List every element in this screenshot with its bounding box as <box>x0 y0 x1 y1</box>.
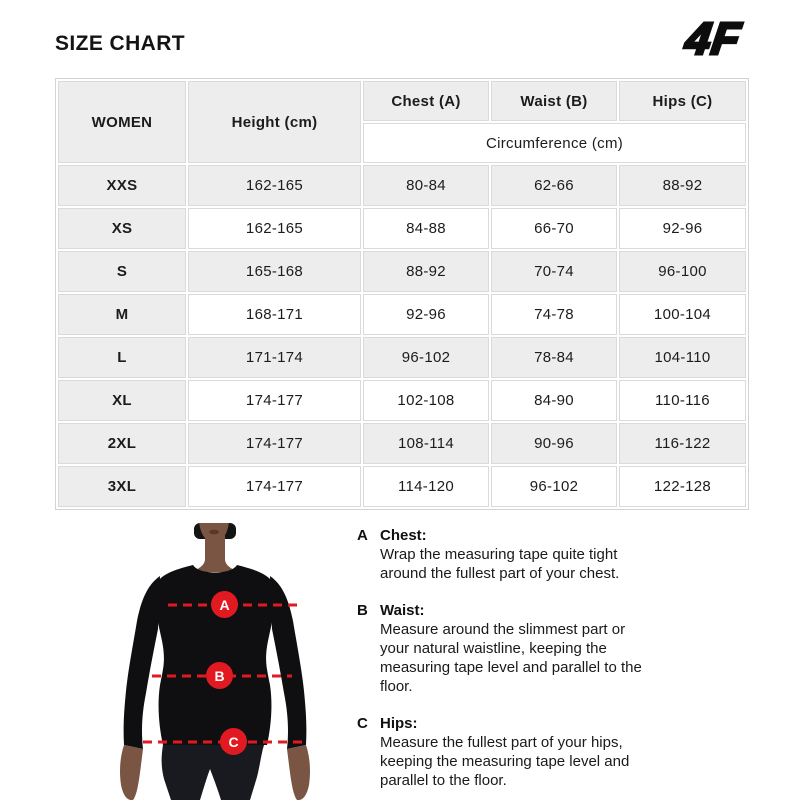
height-value-cell: 162-165 <box>188 165 361 206</box>
hips-value-cell: 110-116 <box>619 380 746 421</box>
table-row: XL 174-177 102-108 84-90 110-116 <box>58 380 746 421</box>
chest-marker-badge: A <box>211 591 238 618</box>
table-row: M 168-171 92-96 74-78 100-104 <box>58 294 746 335</box>
size-label-cell: XL <box>58 380 186 421</box>
waist-value-cell: 90-96 <box>491 423 617 464</box>
size-label-cell: XXS <box>58 165 186 206</box>
height-value-cell: 174-177 <box>188 423 361 464</box>
waist-value-cell: 74-78 <box>491 294 617 335</box>
waist-marker-badge: B <box>206 662 233 689</box>
instruction-letter: B <box>357 602 368 619</box>
size-table: WOMEN Height (cm) Chest (A) Waist (B) Hi… <box>55 78 749 510</box>
instruction-title: Chest: <box>380 527 427 544</box>
waist-value-cell: 66-70 <box>491 208 617 249</box>
waist-value-cell: 96-102 <box>491 466 617 507</box>
instruction-letter: A <box>357 527 368 544</box>
hips-value-cell: 96-100 <box>619 251 746 292</box>
size-label-cell: L <box>58 337 186 378</box>
table-row: XS 162-165 84-88 66-70 92-96 <box>58 208 746 249</box>
lips <box>209 529 219 535</box>
measurement-figure: A B C <box>75 523 335 800</box>
chest-value-cell: 102-108 <box>363 380 489 421</box>
chest-value-cell: 92-96 <box>363 294 489 335</box>
column-header-women: WOMEN <box>58 81 186 163</box>
chest-value-cell: 88-92 <box>363 251 489 292</box>
size-label-cell: XS <box>58 208 186 249</box>
height-value-cell: 174-177 <box>188 380 361 421</box>
size-table-body: XXS 162-165 80-84 62-66 88-92 XS 162-165 84-88 6… <box>58 165 746 507</box>
instruction-hips: C Hips: Measure the fullest part of your… <box>357 714 697 790</box>
hips-value-cell: 104-110 <box>619 337 746 378</box>
right-sleeve <box>270 576 307 749</box>
instruction-text: Wrap the measuring tape quite tight arou… <box>380 546 620 582</box>
size-label-cell: S <box>58 251 186 292</box>
hips-value-cell: 88-92 <box>619 165 746 206</box>
height-value-cell: 165-168 <box>188 251 361 292</box>
waist-value-cell: 62-66 <box>491 165 617 206</box>
column-header-waist: Waist (B) <box>491 81 617 121</box>
height-value-cell: 174-177 <box>188 466 361 507</box>
instruction-waist: B Waist: Measure around the slimmest par… <box>357 601 697 696</box>
instruction-text: Measure around the slimmest part or your… <box>380 621 642 695</box>
neck <box>191 533 239 572</box>
size-label-cell: 3XL <box>58 466 186 507</box>
column-header-chest: Chest (A) <box>363 81 489 121</box>
left-sleeve <box>123 576 160 749</box>
instruction-chest: A Chest: Wrap the measuring tape quite t… <box>357 526 697 583</box>
height-value-cell: 162-165 <box>188 208 361 249</box>
hips-value-cell: 116-122 <box>619 423 746 464</box>
table-row: 3XL 174-177 114-120 96-102 122-128 <box>58 466 746 507</box>
circumference-subheader: Circumference (cm) <box>363 123 746 163</box>
chest-value-cell: 80-84 <box>363 165 489 206</box>
waist-value-cell: 78-84 <box>491 337 617 378</box>
measuring-instructions: A Chest: Wrap the measuring tape quite t… <box>357 526 697 808</box>
waist-value-cell: 70-74 <box>491 251 617 292</box>
chest-value-cell: 108-114 <box>363 423 489 464</box>
model-silhouette <box>120 523 310 800</box>
column-header-hips: Hips (C) <box>619 81 746 121</box>
table-row: 2XL 174-177 108-114 90-96 116-122 <box>58 423 746 464</box>
right-hand <box>287 745 310 800</box>
size-label-cell: M <box>58 294 186 335</box>
table-row: S 165-168 88-92 70-74 96-100 <box>58 251 746 292</box>
hips-value-cell: 122-128 <box>619 466 746 507</box>
column-header-height: Height (cm) <box>188 81 361 163</box>
table-row: L 171-174 96-102 78-84 104-110 <box>58 337 746 378</box>
height-value-cell: 171-174 <box>188 337 361 378</box>
size-label-cell: 2XL <box>58 423 186 464</box>
instruction-title: Waist: <box>380 602 425 619</box>
hips-value-cell: 100-104 <box>619 294 746 335</box>
leggings <box>161 745 264 800</box>
instruction-title: Hips: <box>380 715 418 732</box>
table-row: XXS 162-165 80-84 62-66 88-92 <box>58 165 746 206</box>
height-value-cell: 168-171 <box>188 294 361 335</box>
instruction-letter: C <box>357 715 368 732</box>
hips-marker-badge: C <box>220 728 247 755</box>
top-torso <box>155 565 275 745</box>
instruction-text: Measure the fullest part of your hips, k… <box>380 734 630 789</box>
chest-value-cell: 96-102 <box>363 337 489 378</box>
waist-value-cell: 84-90 <box>491 380 617 421</box>
left-hand <box>120 745 143 800</box>
page-title: SIZE CHART <box>55 32 185 55</box>
hips-value-cell: 92-96 <box>619 208 746 249</box>
chest-value-cell: 84-88 <box>363 208 489 249</box>
chest-value-cell: 114-120 <box>363 466 489 507</box>
brand-logo-4f: 4F <box>681 12 746 66</box>
